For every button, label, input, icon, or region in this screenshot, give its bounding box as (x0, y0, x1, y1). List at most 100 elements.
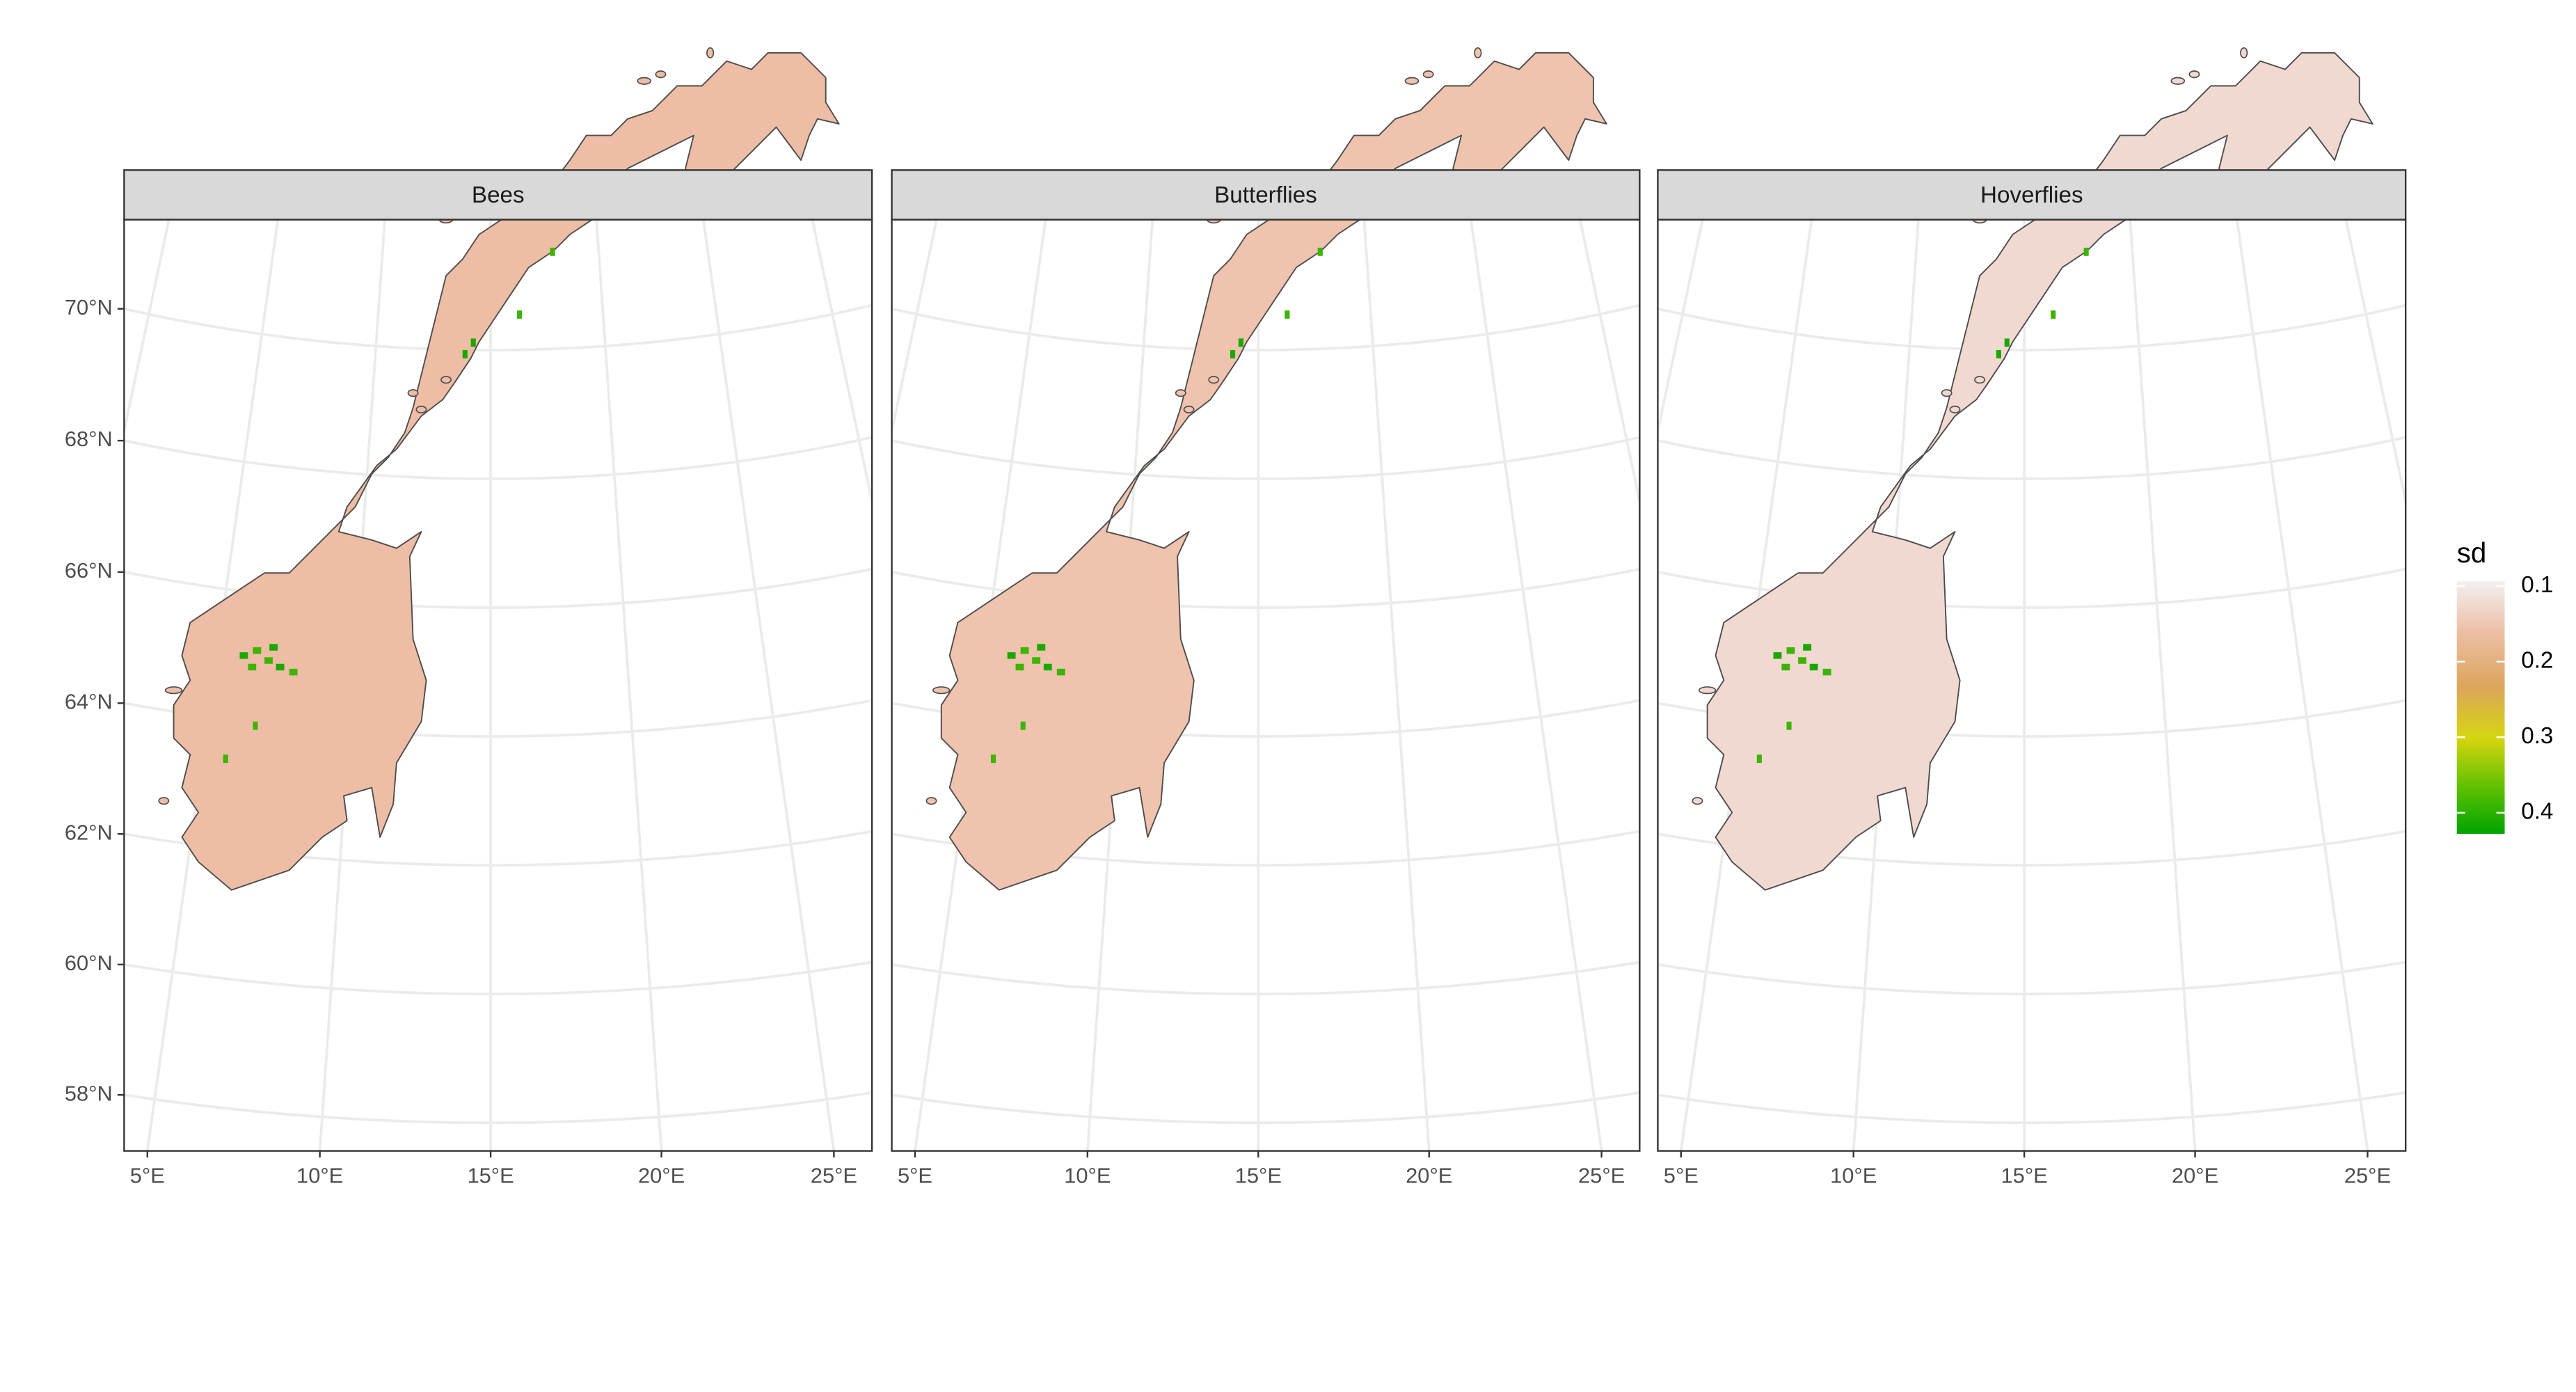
y-tick-label: 64°N (65, 689, 113, 713)
island (1698, 686, 1717, 695)
high-sd-patch (269, 644, 278, 651)
grid-line (1362, 219, 1431, 1151)
grid-line (595, 219, 663, 1151)
island (440, 376, 452, 384)
island (1404, 77, 1420, 85)
island (415, 405, 427, 413)
strip-background (1657, 169, 2407, 221)
island (1208, 376, 1220, 384)
x-tick-label: 15°E (1235, 1164, 1282, 1188)
island (2188, 70, 2200, 79)
high-sd-patch (1037, 644, 1046, 651)
grid-line (2235, 219, 2369, 1151)
high-sd-patch (1032, 657, 1041, 664)
island (2170, 77, 2186, 85)
high-sd-patch (276, 663, 285, 671)
y-tick-label: 66°N (65, 558, 113, 583)
legend-tick-label: 0.1 (2521, 572, 2553, 598)
island (1949, 405, 1961, 413)
legend-tick-label: 0.2 (2521, 647, 2553, 673)
island (164, 686, 183, 695)
high-sd-patch (2083, 247, 2089, 256)
high-sd-patch (223, 754, 228, 764)
x-tick-label: 5°E (1664, 1164, 1699, 1188)
high-sd-patch (462, 349, 468, 358)
island (1941, 389, 1953, 397)
y-tick-label: 58°N (65, 1081, 113, 1105)
island (1692, 797, 1703, 805)
high-sd-patch (1317, 247, 1323, 256)
high-sd-patch (1020, 721, 1026, 730)
x-tick-label: 25°E (1578, 1164, 1625, 1188)
high-sd-patch (239, 652, 248, 659)
high-sd-patch (253, 647, 262, 654)
x-tick-label: 10°E (1830, 1164, 1877, 1188)
y-tick-label: 60°N (65, 951, 113, 975)
x-tick-label: 25°E (2344, 1164, 2391, 1188)
high-sd-patch (470, 338, 476, 347)
x-tick-label: 15°E (467, 1164, 514, 1188)
y-tick-label: 70°N (65, 295, 113, 319)
high-sd-patch (289, 668, 298, 676)
x-tick-label: 20°E (638, 1164, 685, 1188)
high-sd-patch (550, 247, 555, 256)
island (407, 389, 419, 397)
x-tick-label: 15°E (2001, 1164, 2048, 1188)
strip-background (123, 169, 873, 221)
high-sd-patch (1786, 721, 1792, 730)
high-sd-patch (1756, 754, 1762, 764)
high-sd-patch (248, 663, 257, 671)
legend-title: sd (2457, 537, 2487, 569)
x-tick-label: 25°E (811, 1164, 857, 1188)
y-tick-label: 62°N (65, 820, 113, 844)
island (1422, 70, 1434, 79)
high-sd-patch (517, 310, 523, 319)
high-sd-patch (1781, 663, 1790, 671)
island (655, 70, 667, 79)
legend-colorbar (2456, 581, 2505, 835)
island (1175, 389, 1186, 397)
island (932, 686, 951, 695)
high-sd-patch (2004, 338, 2010, 347)
high-sd-patch (1285, 310, 1290, 319)
high-sd-patch (1803, 644, 1812, 651)
island (1474, 47, 1482, 58)
legend-tick-label: 0.3 (2521, 723, 2553, 749)
strip-title: Butterflies (1214, 182, 1317, 208)
high-sd-patch (1786, 647, 1795, 654)
strip-title: Hoverflies (1980, 182, 2083, 208)
high-sd-patch (990, 754, 996, 764)
high-sd-patch (1020, 647, 1029, 654)
island (2240, 47, 2248, 58)
y-tick-label: 68°N (65, 427, 113, 451)
high-sd-patch (1056, 668, 1065, 676)
high-sd-patch (264, 657, 273, 664)
high-sd-patch (1043, 663, 1052, 671)
x-tick-label: 10°E (296, 1164, 343, 1188)
grid-line (701, 219, 836, 1151)
x-tick-label: 20°E (2172, 1164, 2218, 1188)
country-shape (1706, 52, 2374, 891)
high-sd-patch (1822, 668, 1831, 676)
x-tick-label: 10°E (1064, 1164, 1111, 1188)
strip-background (891, 169, 1641, 221)
high-sd-patch (1015, 663, 1024, 671)
high-sd-patch (1798, 657, 1806, 664)
island (1183, 405, 1195, 413)
high-sd-patch (1996, 349, 2001, 358)
legend-tick-label: 0.4 (2521, 798, 2553, 824)
x-tick-label: 5°E (130, 1164, 165, 1188)
high-sd-patch (1230, 349, 1236, 358)
x-tick-label: 5°E (898, 1164, 932, 1188)
high-sd-patch (1773, 652, 1782, 659)
island (637, 77, 652, 85)
country-shape (173, 52, 840, 891)
island (1974, 376, 1986, 384)
high-sd-patch (1007, 652, 1016, 659)
high-sd-patch (1809, 663, 1818, 671)
island (158, 797, 170, 805)
grid-line (2129, 219, 2197, 1151)
country-shape (940, 52, 1607, 891)
island (925, 797, 937, 805)
